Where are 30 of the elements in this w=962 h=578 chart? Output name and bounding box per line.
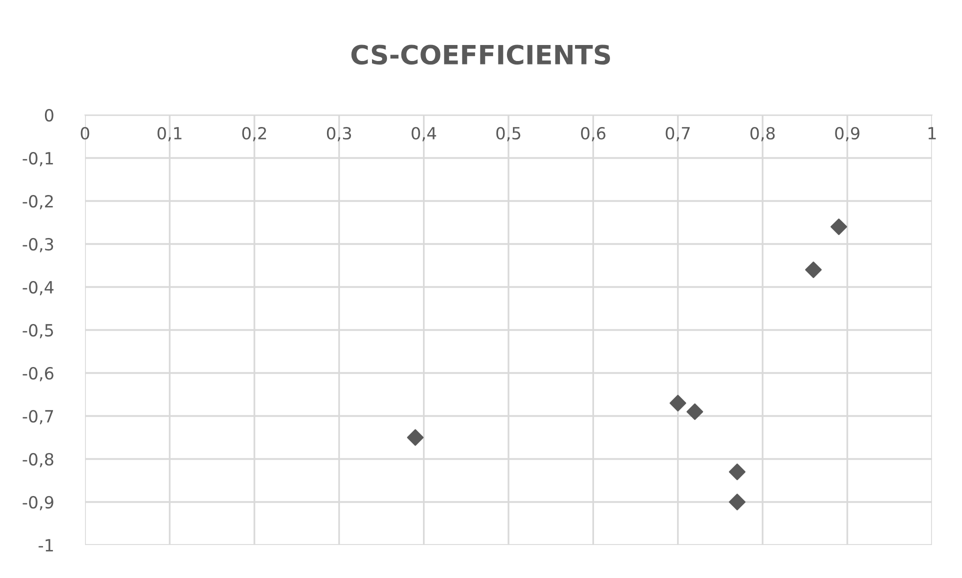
x-tick-label: 0 — [80, 126, 90, 140]
x-tick-label: 0,6 — [581, 126, 606, 142]
x-tick-label: 0,1 — [158, 126, 182, 142]
y-tick-label: -0,1 — [22, 152, 53, 166]
x-tick-label: 0,4 — [412, 126, 436, 142]
y-tick-label: -0,3 — [22, 238, 54, 252]
point — [805, 262, 822, 278]
y-tick-label: -0,6 — [22, 366, 54, 382]
point — [407, 429, 424, 446]
y-tick-label: -1 — [38, 539, 53, 552]
x-tick-label: 0,5 — [496, 126, 520, 142]
x-tick-label: 0,9 — [835, 126, 860, 142]
point — [686, 403, 704, 420]
x-tick-label: 1 — [928, 127, 936, 140]
chart-title: CS-COEFFICIENTS — [351, 44, 610, 65]
x-tick-label: 0,8 — [750, 126, 775, 142]
point — [728, 464, 746, 480]
y-tick-label: 0 — [44, 108, 54, 122]
y-tick-label: -0,4 — [22, 280, 54, 296]
x-tick-label: 0,3 — [326, 126, 352, 142]
point — [830, 218, 848, 236]
y-tick-label: -0,5 — [22, 324, 53, 338]
x-tick-label: 0,2 — [242, 126, 266, 142]
y-tick-label: -0,8 — [22, 452, 54, 468]
x-tick-label: 0,7 — [666, 126, 690, 142]
point — [670, 394, 686, 412]
y-tick-label: -0,2 — [22, 194, 53, 210]
y-tick-label: -0,9 — [22, 496, 54, 510]
point — [728, 494, 746, 510]
y-tick-label: -0,7 — [22, 410, 54, 424]
